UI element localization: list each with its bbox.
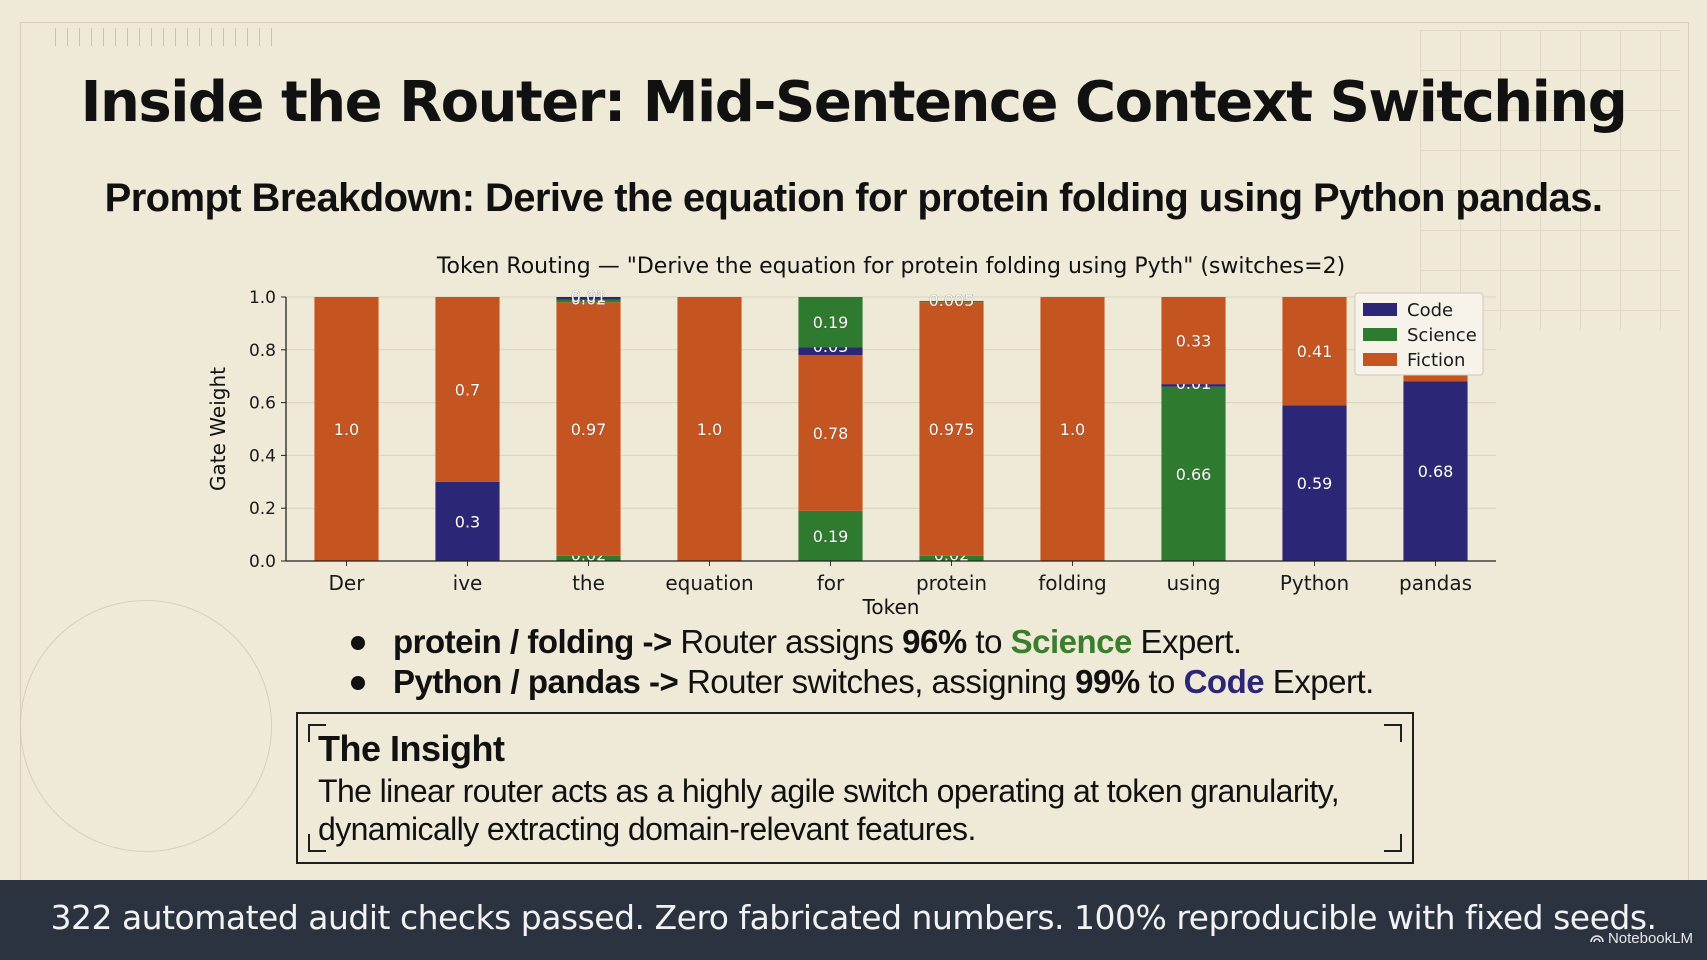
bar-segment-code (1282, 405, 1347, 561)
y-tick-label: 0.4 (249, 446, 276, 466)
x-axis-label: Token (862, 595, 920, 619)
bar-segment-science (556, 299, 621, 303)
bullet-text: Router assigns (671, 623, 903, 660)
data-label: 1.0 (1060, 420, 1085, 439)
legend-label: Code (1407, 300, 1453, 321)
bar-segment-science (798, 510, 863, 561)
slide-frame (20, 22, 1689, 880)
y-tick-label: 0.8 (249, 341, 276, 361)
bullet-python-pandas: Python / pandas -> Router switches, assi… (343, 662, 1374, 702)
corner-bracket (308, 834, 326, 852)
legend-label: Fiction (1407, 350, 1465, 371)
bullet-expert-science: Science (1010, 623, 1133, 660)
x-tick-label: Python (1280, 571, 1349, 595)
bar-segment-science (556, 555, 621, 561)
bullet-text: Expert. (1131, 623, 1243, 660)
corner-bracket (1384, 724, 1402, 742)
bar-segment-fiction (1282, 297, 1347, 406)
data-label: 0.97 (571, 420, 607, 439)
bar-segment-science (798, 297, 863, 348)
data-label: 0.01 (571, 287, 607, 306)
bar-segment-code (798, 347, 863, 356)
bar-segment-code (556, 297, 621, 300)
slide-subtitle: Prompt Breakdown: Derive the equation fo… (104, 176, 1603, 220)
bar-segment-fiction (435, 297, 500, 482)
y-tick-label: 0.6 (249, 394, 276, 414)
legend-swatch-fiction (1363, 353, 1397, 366)
caption-text: 322 automated audit checks passed. Zero … (50, 898, 1657, 937)
arc-decoration (20, 600, 272, 852)
y-tick-label: 0.2 (249, 499, 276, 519)
data-label: 0.19 (813, 313, 849, 332)
bar-segment-science (1161, 386, 1226, 561)
insight-box: The Insight The linear router acts as a … (296, 712, 1414, 864)
data-label: 0.19 (813, 527, 849, 546)
bar-segment-fiction (798, 355, 863, 511)
bullet-lead: Python / pandas -> (393, 663, 679, 700)
bullet-percent: 99% (1075, 663, 1140, 700)
data-label: 0.33 (1176, 332, 1212, 351)
legend-swatch-science (1363, 328, 1397, 341)
insight-body: The linear router acts as a highly agile… (318, 773, 1340, 847)
data-label: 0.005 (929, 291, 975, 310)
x-tick-label: using (1166, 571, 1220, 595)
brand-name: NotebookLM (1607, 930, 1693, 947)
notebooklm-logo-icon (1590, 930, 1604, 947)
bar-segment-science (919, 300, 984, 303)
x-tick-label: pandas (1399, 571, 1472, 595)
token-routing-chart: 1.0Der0.30.7ive0.020.970.020.01the1.0equ… (206, 254, 1496, 619)
legend-swatch-code (1363, 303, 1397, 316)
bar-segment-fiction (677, 297, 742, 561)
slide: Inside the Router: Mid-Sentence Context … (0, 0, 1707, 880)
bullet-list: protein / folding -> Router assigns 96% … (343, 622, 1374, 702)
insight-title: The Insight (318, 728, 505, 769)
ruler-decoration (55, 28, 280, 46)
y-tick-label: 1.0 (249, 288, 276, 308)
x-tick-label: protein (916, 571, 987, 595)
y-axis-label: Gate Weight (206, 367, 230, 491)
bullet-text: to (1139, 663, 1184, 700)
corner-bracket (1384, 834, 1402, 852)
bullet-expert-code: Code (1183, 663, 1265, 700)
bullet-text: to (966, 623, 1011, 660)
data-label: 1.0 (697, 420, 722, 439)
x-tick-label: the (572, 571, 605, 595)
data-label: 0.975 (929, 420, 975, 439)
brand-watermark: NotebookLM (1590, 930, 1693, 947)
bar-segment-fiction (314, 297, 379, 561)
data-label: 0.78 (813, 424, 849, 443)
bar-segment-fiction (919, 302, 984, 556)
x-tick-label: Der (329, 571, 366, 595)
data-label: 0.66 (1176, 465, 1212, 484)
bar-segment-code (435, 481, 500, 561)
bar-segment-science (919, 555, 984, 561)
x-tick-label: equation (665, 571, 753, 595)
x-tick-label: folding (1038, 571, 1106, 595)
data-label: 0.7 (455, 380, 480, 399)
bullet-text: Expert. (1264, 663, 1375, 700)
corner-bracket (308, 724, 326, 742)
chart-title: Token Routing — "Derive the equation for… (436, 254, 1345, 279)
caption-bar: 322 automated audit checks passed. Zero … (0, 880, 1707, 960)
data-label: 0.3 (455, 512, 480, 531)
legend-label: Science (1407, 325, 1477, 346)
y-tick-label: 0.0 (249, 552, 276, 572)
x-tick-label: ive (453, 571, 483, 595)
data-label: 0.59 (1297, 474, 1333, 493)
bar-segment-fiction (556, 302, 621, 556)
data-label: 1.0 (334, 420, 359, 439)
data-label: 0.41 (1297, 342, 1333, 361)
bullet-lead: protein / folding -> (393, 623, 672, 660)
grid-decoration (1420, 30, 1680, 330)
bar-segment-code (1403, 381, 1468, 561)
bullet-protein-folding: protein / folding -> Router assigns 96% … (343, 622, 1374, 662)
bar-segment-fiction (1040, 297, 1105, 561)
bullet-percent: 96% (902, 623, 967, 660)
bar-segment-code (1161, 384, 1226, 387)
data-label: 0.68 (1418, 462, 1454, 481)
bullet-text: Router switches, assigning (678, 663, 1076, 700)
bar-segment-fiction (1161, 297, 1226, 385)
slide-title: Inside the Router: Mid-Sentence Context … (80, 70, 1628, 135)
x-tick-label: for (817, 571, 845, 595)
